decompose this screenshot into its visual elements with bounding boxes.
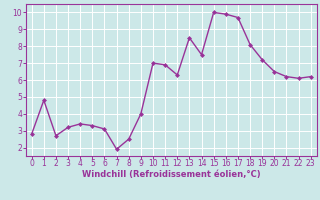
X-axis label: Windchill (Refroidissement éolien,°C): Windchill (Refroidissement éolien,°C) [82, 170, 260, 179]
